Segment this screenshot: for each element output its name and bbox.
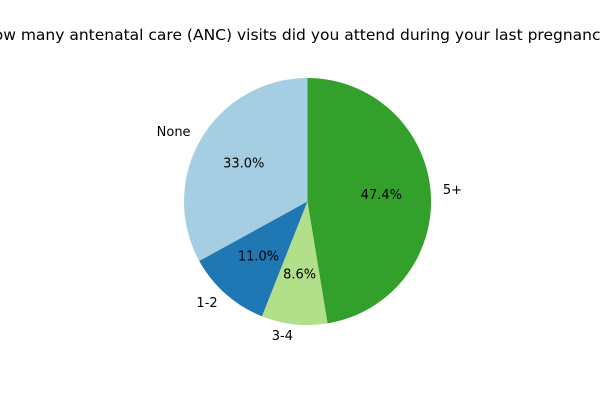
percent-label-none: 33.0%	[223, 156, 264, 171]
percent-label-5: 47.4%	[361, 188, 402, 203]
slice-label-3-4: 3-4	[272, 329, 293, 344]
slice-label-5: 5+	[443, 183, 462, 198]
pie-slice-3-4	[262, 201, 328, 326]
pie-slice-1-2	[199, 201, 308, 317]
slice-label-none: None	[157, 125, 191, 140]
percent-label-1-2: 11.0%	[238, 250, 279, 265]
pie-labels: None 33.0% 1-2 11.0% 3-4 8.6% 5+ 47.4%	[157, 125, 462, 344]
pie-slice-none	[184, 78, 308, 261]
chart-title: How many antenatal care (ANC) visits did…	[0, 26, 600, 44]
slice-label-1-2: 1-2	[196, 296, 217, 311]
percent-label-3-4: 8.6%	[283, 268, 316, 283]
pie-slice-5	[307, 78, 432, 324]
pie-slices	[184, 78, 432, 326]
